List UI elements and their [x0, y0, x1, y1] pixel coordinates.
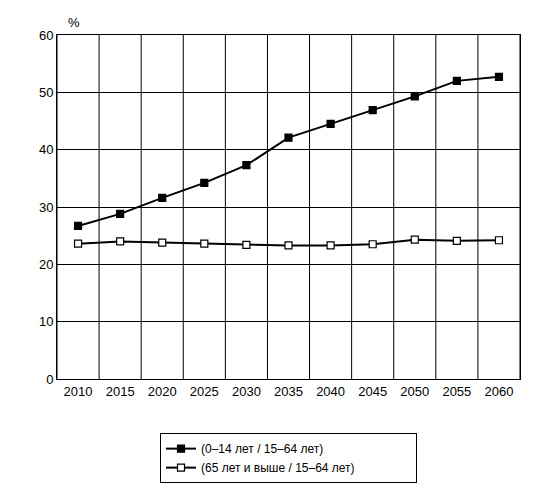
svg-text:2020: 2020	[148, 384, 177, 399]
svg-text:40: 40	[39, 142, 53, 157]
svg-text:2035: 2035	[274, 384, 303, 399]
svg-text:2060: 2060	[484, 384, 513, 399]
svg-text:50: 50	[39, 85, 53, 100]
svg-text:%: %	[68, 15, 80, 30]
svg-text:2015: 2015	[106, 384, 135, 399]
svg-text:30: 30	[39, 200, 53, 215]
svg-text:2030: 2030	[232, 384, 261, 399]
svg-text:(65 лет и выше / 15–64 лет): (65 лет и выше / 15–64 лет)	[201, 461, 355, 475]
svg-text:0: 0	[46, 372, 53, 387]
svg-text:(0–14 лет / 15–64 лет): (0–14 лет / 15–64 лет)	[201, 442, 323, 456]
svg-text:2025: 2025	[190, 384, 219, 399]
svg-text:2050: 2050	[400, 384, 429, 399]
svg-text:2010: 2010	[64, 384, 93, 399]
svg-text:20: 20	[39, 257, 53, 272]
svg-text:2040: 2040	[316, 384, 345, 399]
svg-text:2055: 2055	[442, 384, 471, 399]
svg-text:60: 60	[39, 28, 53, 43]
svg-text:2045: 2045	[358, 384, 387, 399]
svg-text:10: 10	[39, 314, 53, 329]
